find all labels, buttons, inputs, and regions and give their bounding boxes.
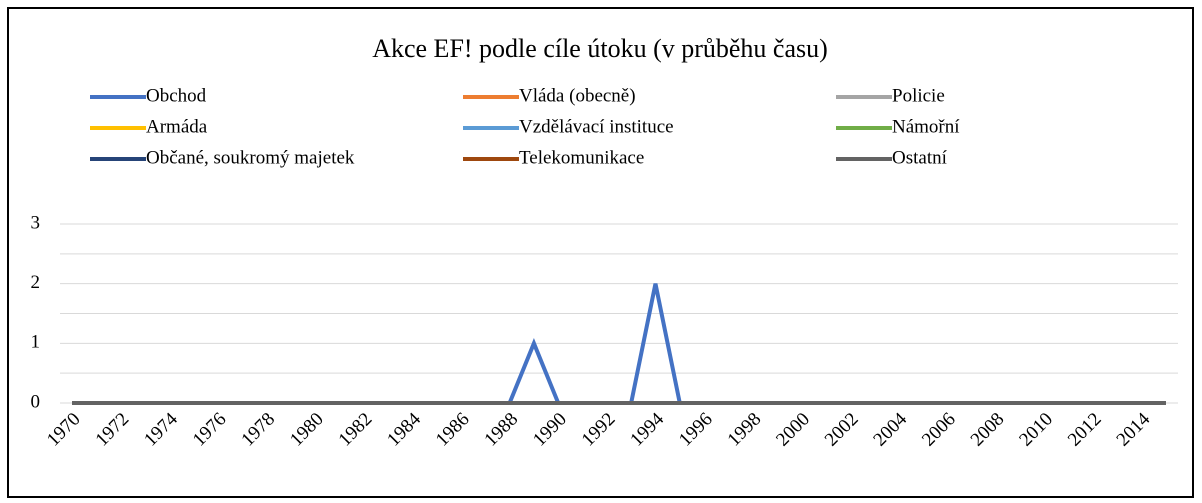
y-tick-label: 2 <box>31 272 41 293</box>
chart-border <box>7 7 1194 498</box>
chart-title: Akce EF! podle cíle útoku (v průběhu čas… <box>372 34 828 63</box>
y-tick-label: 0 <box>31 391 41 412</box>
legend-label: Vzdělávací instituce <box>519 116 674 137</box>
legend-label: Vláda (obecně) <box>519 85 636 106</box>
legend-label: Obchod <box>146 85 207 106</box>
y-tick-label: 1 <box>31 332 41 353</box>
legend-label: Telekomunikace <box>519 147 644 168</box>
legend-label: Policie <box>892 85 945 106</box>
legend-label: Ostatní <box>892 147 948 168</box>
legend-label: Občané, soukromý majetek <box>146 147 355 168</box>
legend-label: Námořní <box>892 116 960 137</box>
y-tick-label: 3 <box>31 212 41 233</box>
legend-label: Armáda <box>146 116 208 137</box>
